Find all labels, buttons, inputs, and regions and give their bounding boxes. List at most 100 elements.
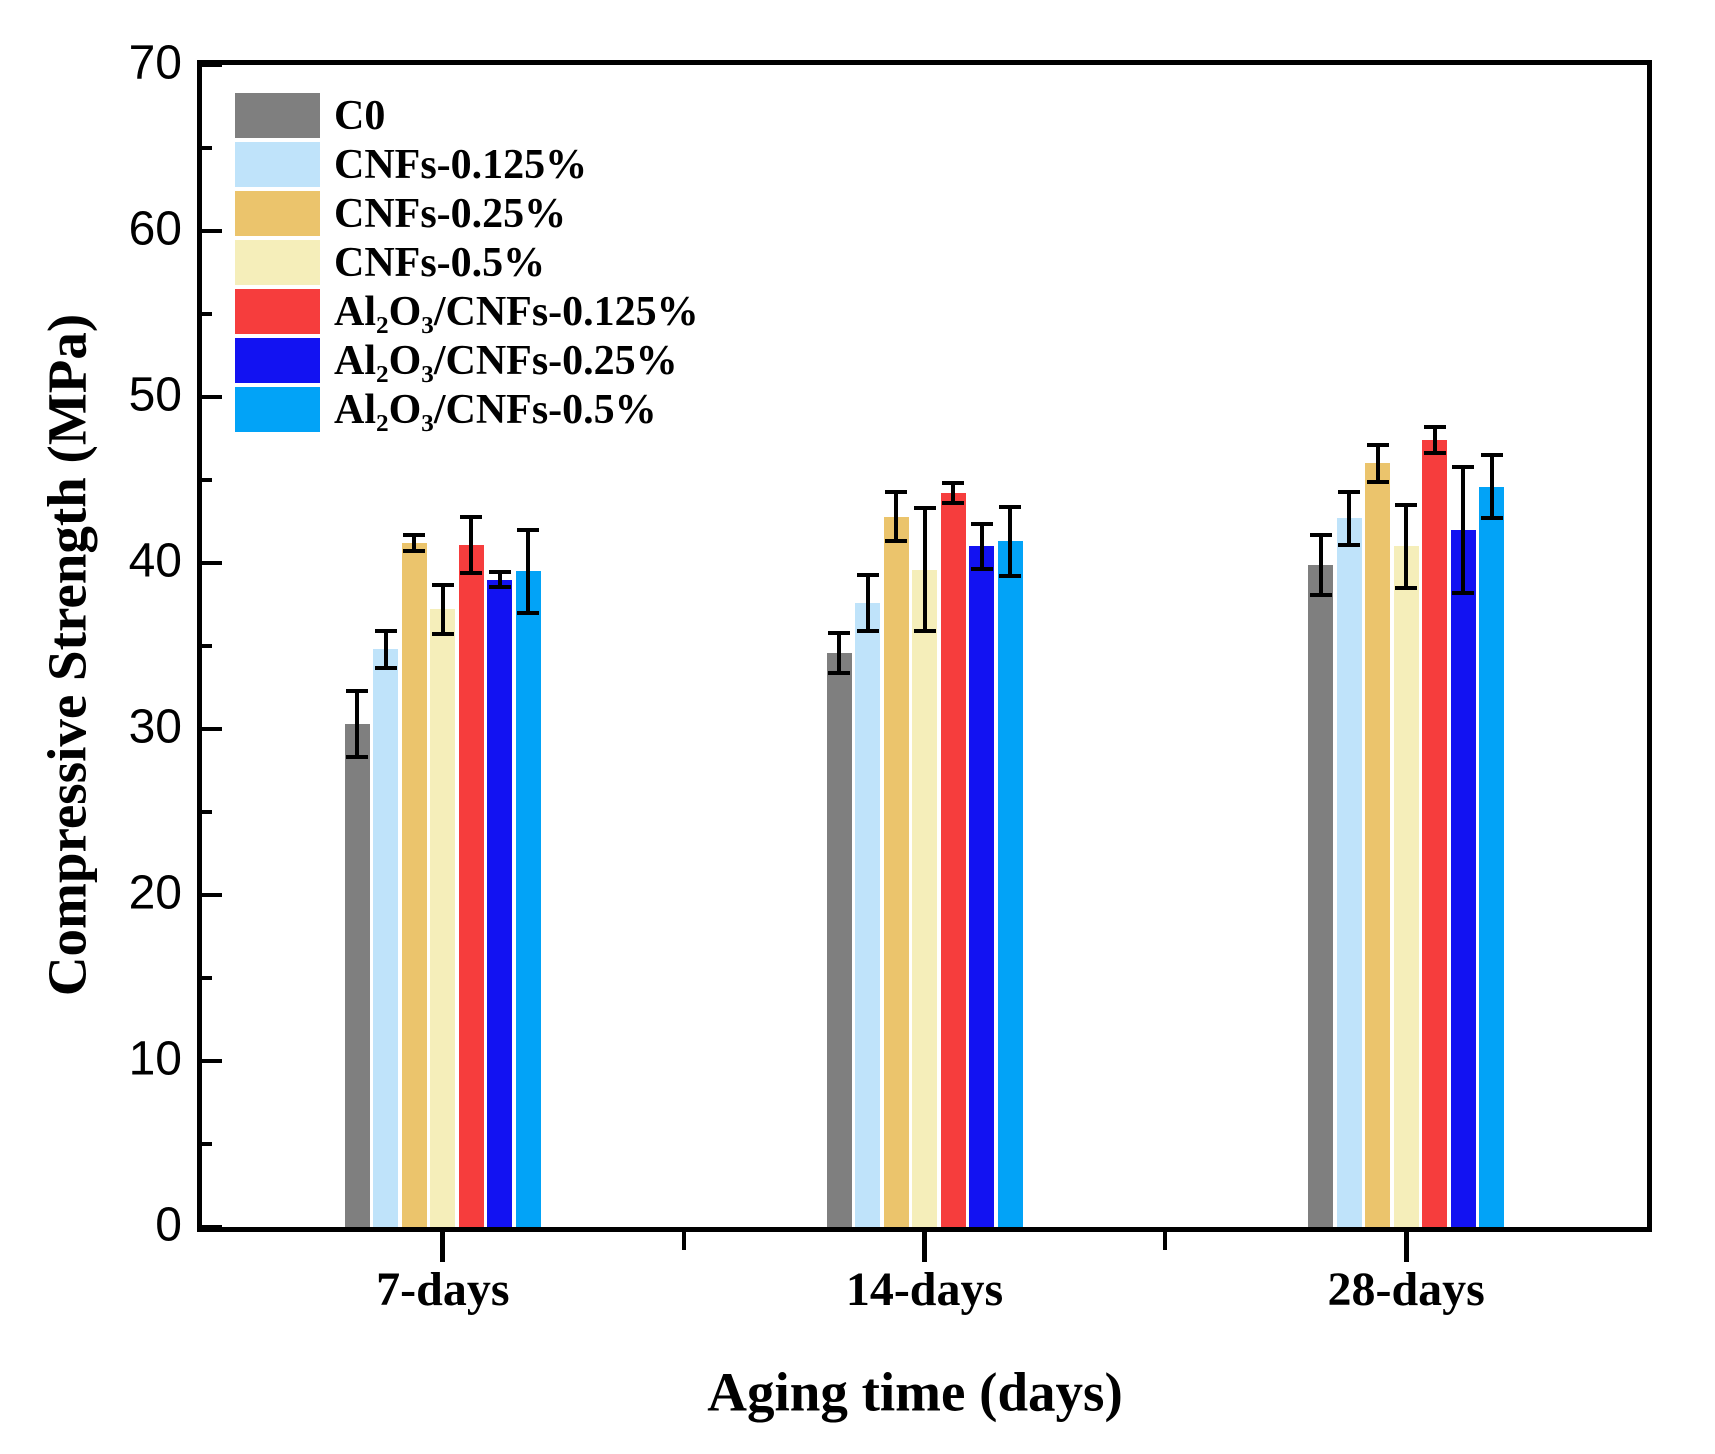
error-bar-line [922, 508, 927, 632]
y-axis-title: Compressive Strength (MPa) [36, 313, 98, 997]
y-axis-major-tick [202, 63, 222, 67]
bar [883, 516, 909, 1232]
error-bar-line [1461, 466, 1466, 593]
error-bar-cap-top [942, 481, 964, 486]
y-tick-label: 50 [128, 368, 182, 422]
legend-swatch [235, 93, 320, 138]
error-bar-cap-bottom [1395, 585, 1418, 590]
error-bar-cap-top [1338, 489, 1361, 494]
error-bar-line [894, 491, 898, 542]
x-axis-major-tick [440, 1232, 446, 1262]
bar [969, 546, 994, 1232]
legend-swatch [235, 240, 320, 285]
bar [401, 543, 427, 1232]
x-axis-major-tick [1403, 1232, 1409, 1262]
error-bar-cap-bottom [517, 610, 540, 615]
legend-swatch [235, 191, 320, 236]
bar [855, 602, 880, 1232]
error-bar-line [1375, 445, 1380, 482]
legend: C0 CNFs-0.125% CNFs-0.25% CNFs-0.5% Al₂O₃/CN… [235, 93, 699, 436]
y-tick-label: 60 [128, 202, 182, 256]
error-bar-line [979, 523, 984, 569]
error-bar-cap-bottom [1338, 542, 1361, 547]
legend-item-label: CNFs-0.25% [334, 190, 567, 237]
legend-item-label: CNFs-0.5% [334, 239, 546, 286]
error-bar-line [440, 584, 445, 635]
error-bar-cap-bottom [1309, 592, 1332, 597]
legend-item-label: C0 [334, 92, 386, 139]
error-bar-line [1432, 426, 1437, 454]
error-bar-line [951, 483, 955, 504]
y-axis-minor-tick [202, 976, 212, 980]
error-bar-cap-bottom [942, 501, 964, 506]
error-bar-line [355, 690, 360, 758]
error-bar-cap-bottom [403, 549, 426, 554]
bar [1479, 486, 1505, 1232]
bar [515, 571, 541, 1232]
legend-item: Al₂O₃/CNFs-0.125% [235, 289, 699, 334]
error-bar-cap-bottom [856, 629, 879, 634]
error-bar-line [1489, 455, 1494, 519]
error-bar-cap-top [460, 514, 483, 519]
error-bar-cap-top [999, 504, 1021, 509]
bar [487, 579, 513, 1232]
y-axis-minor-tick [202, 312, 212, 316]
plot-area-frame [197, 60, 1652, 1232]
x-axis-title: Aging time (days) [707, 1361, 1123, 1423]
bar [1422, 440, 1448, 1232]
bar [912, 569, 937, 1232]
error-bar-cap-bottom [346, 755, 369, 760]
legend-swatch [235, 338, 320, 383]
y-axis-major-tick [202, 893, 222, 897]
bar [940, 493, 966, 1232]
error-bar-cap-top [856, 572, 879, 577]
error-bar-cap-top [828, 630, 850, 635]
legend-item: CNFs-0.5% [235, 240, 699, 285]
error-bar-cap-top [970, 521, 993, 526]
x-tick-label: 7-days [376, 1263, 510, 1316]
y-tick-label: 30 [128, 700, 182, 754]
error-bar-cap-top [1452, 464, 1475, 469]
error-bar-cap-bottom [970, 566, 993, 571]
error-bar-cap-bottom [828, 670, 850, 675]
bar [1450, 529, 1476, 1232]
error-bar-cap-bottom [1480, 516, 1503, 521]
y-axis-minor-tick [202, 146, 212, 150]
x-axis-minor-tick [1163, 1232, 1168, 1250]
legend-item-label: Al₂O₃/CNFs-0.5% [334, 386, 657, 433]
error-bar-cap-bottom [1366, 479, 1389, 484]
error-bar-line [865, 574, 870, 632]
bar [458, 544, 484, 1232]
error-bar-cap-top [374, 629, 397, 634]
error-bar-cap-top [1480, 453, 1503, 458]
error-bar-cap-top [346, 688, 369, 693]
error-bar-line [1404, 504, 1409, 588]
error-bar-cap-bottom [1423, 451, 1446, 456]
bar [430, 609, 456, 1232]
error-bar-line [497, 572, 502, 588]
error-bar-cap-top [1309, 532, 1332, 537]
y-axis-major-tick [202, 395, 222, 399]
error-bar-cap-top [1395, 502, 1418, 507]
error-bar-cap-bottom [374, 665, 397, 670]
y-axis-major-tick [202, 1225, 222, 1229]
error-bar-line [469, 516, 474, 573]
legend-item: Al₂O₃/CNFs-0.25% [235, 338, 699, 383]
x-tick-label: 14-days [845, 1263, 1004, 1316]
bar [1308, 564, 1334, 1232]
error-bar-line [383, 631, 388, 668]
error-bar-cap-top [885, 489, 907, 494]
legend-item: CNFs-0.25% [235, 191, 699, 236]
error-bar-cap-top [1366, 443, 1389, 448]
error-bar-cap-bottom [460, 570, 483, 575]
y-axis-major-tick [202, 727, 222, 731]
error-bar-cap-top [913, 506, 936, 511]
y-axis-minor-tick [202, 810, 212, 814]
y-tick-label: 10 [128, 1032, 182, 1086]
legend-item: C0 [235, 93, 699, 138]
legend-item-label: CNFs-0.125% [334, 141, 588, 188]
legend-swatch [235, 142, 320, 187]
error-bar-line [1318, 534, 1323, 595]
error-bar-line [526, 529, 531, 613]
error-bar-cap-bottom [999, 574, 1021, 579]
